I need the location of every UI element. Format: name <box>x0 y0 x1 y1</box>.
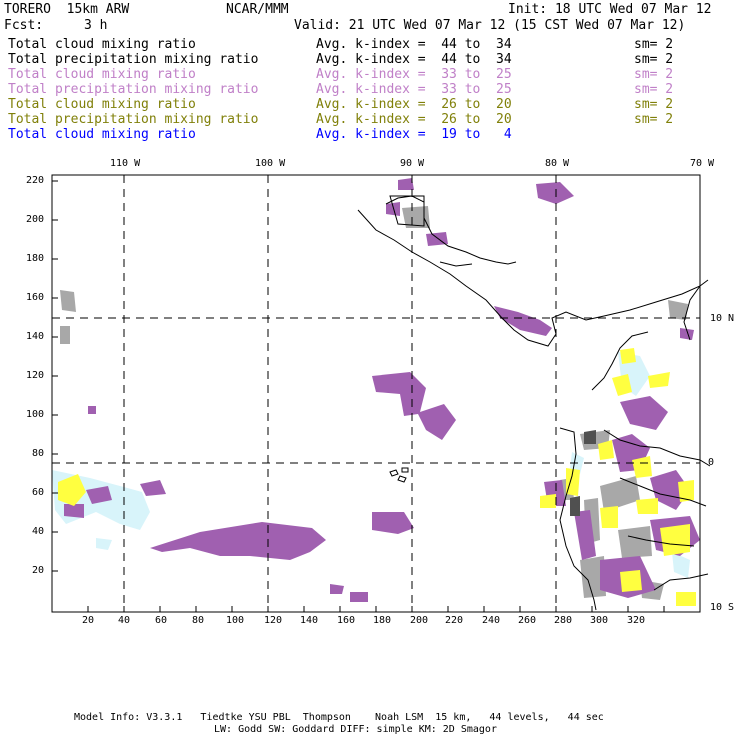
longitude-label: 100 W <box>255 158 286 169</box>
legend-kindex: Avg. k-index = 33 to 25 <box>316 82 512 97</box>
x-tick-label: 100 <box>226 615 245 626</box>
valid-time: Valid: 21 UTC Wed 07 Mar 12 (15 CST Wed … <box>294 18 686 33</box>
x-tick-label: 320 <box>627 615 646 626</box>
y-tick-label: 80 <box>32 448 45 459</box>
longitude-label: 70 W <box>690 158 715 169</box>
legend-field: Total precipitation mixing ratio <box>8 112 259 127</box>
legend-smoothing: sm= 2 <box>634 82 674 97</box>
x-tick-label: 280 <box>554 615 573 626</box>
yellow-cloud-areas <box>58 348 696 606</box>
y-tick-label: 200 <box>26 214 45 225</box>
x-tick-label: 20 <box>82 615 95 626</box>
x-tick-label: 200 <box>410 615 429 626</box>
legend-field: Total cloud mixing ratio <box>8 67 196 82</box>
init-time: Init: 18 UTC Wed 07 Mar 12 <box>508 2 712 17</box>
legend-smoothing: sm= 2 <box>634 112 674 127</box>
legend-smoothing: sm= 2 <box>634 37 674 52</box>
legend-smoothing: sm= 2 <box>634 52 674 67</box>
x-tick-label: 220 <box>445 615 464 626</box>
x-tick-label: 120 <box>264 615 283 626</box>
x-tick-label: 180 <box>373 615 392 626</box>
model-name: TORERO 15km ARW <box>4 2 130 17</box>
legend-field: Total cloud mixing ratio <box>8 127 196 142</box>
legend-field: Total cloud mixing ratio <box>8 97 196 112</box>
latitude-label: 0 <box>708 457 715 468</box>
y-tick-label: 180 <box>26 253 45 264</box>
legend-field: Total cloud mixing ratio <box>8 37 196 52</box>
y-tick-label: 220 <box>26 175 45 186</box>
model-info: Model Info: V3.3.1 Tiedtke YSU PBL Thomp… <box>74 712 604 723</box>
legend-kindex: Avg. k-index = 44 to 34 <box>316 37 512 52</box>
latitude-label: 10 N <box>710 313 735 324</box>
plot-frame <box>51 174 701 613</box>
legend-smoothing: sm= 2 <box>634 97 674 112</box>
forecast-label: Fcst: <box>4 18 44 33</box>
y-tick-label: 100 <box>26 409 45 420</box>
x-tick-label: 40 <box>118 615 131 626</box>
x-tick-label: 80 <box>192 615 205 626</box>
y-tick-label: 20 <box>32 565 45 576</box>
y-tick-label: 120 <box>26 370 45 381</box>
x-tick-label: 140 <box>300 615 319 626</box>
y-tick-label: 160 <box>26 292 45 303</box>
longitude-label: 90 W <box>400 158 425 169</box>
forecast-hours: 3 h <box>84 18 108 33</box>
latitude-label: 10 S <box>710 602 735 613</box>
longitude-label: 80 W <box>545 158 570 169</box>
legend-field: Total precipitation mixing ratio <box>8 82 259 97</box>
legend-kindex: Avg. k-index = 19 to 4 <box>316 127 512 142</box>
longitude-label: 110 W <box>110 158 141 169</box>
grid-lines <box>52 175 700 612</box>
y-tick-label: 140 <box>26 331 45 342</box>
y-tick-label: 40 <box>32 526 45 537</box>
x-tick-label: 260 <box>518 615 537 626</box>
legend-field: Total precipitation mixing ratio <box>8 52 259 67</box>
legend-kindex: Avg. k-index = 26 to 20 <box>316 112 512 127</box>
legend-smoothing: sm= 2 <box>634 67 674 82</box>
purple-cloud-areas <box>64 178 700 602</box>
frame-ticks <box>52 180 665 612</box>
legend-kindex: Avg. k-index = 33 to 25 <box>316 67 512 82</box>
x-tick-label: 240 <box>482 615 501 626</box>
legend-kindex: Avg. k-index = 44 to 34 <box>316 52 512 67</box>
legend-kindex: Avg. k-index = 26 to 20 <box>316 97 512 112</box>
y-tick-label: 60 <box>32 487 45 498</box>
physics-info: LW: Godd SW: Goddard DIFF: simple KM: 2D… <box>214 724 497 735</box>
dark-cloud-core <box>570 430 596 516</box>
x-tick-label: 300 <box>590 615 609 626</box>
x-tick-label: 160 <box>337 615 356 626</box>
organization: NCAR/MMM <box>226 2 289 17</box>
x-tick-label: 60 <box>155 615 168 626</box>
